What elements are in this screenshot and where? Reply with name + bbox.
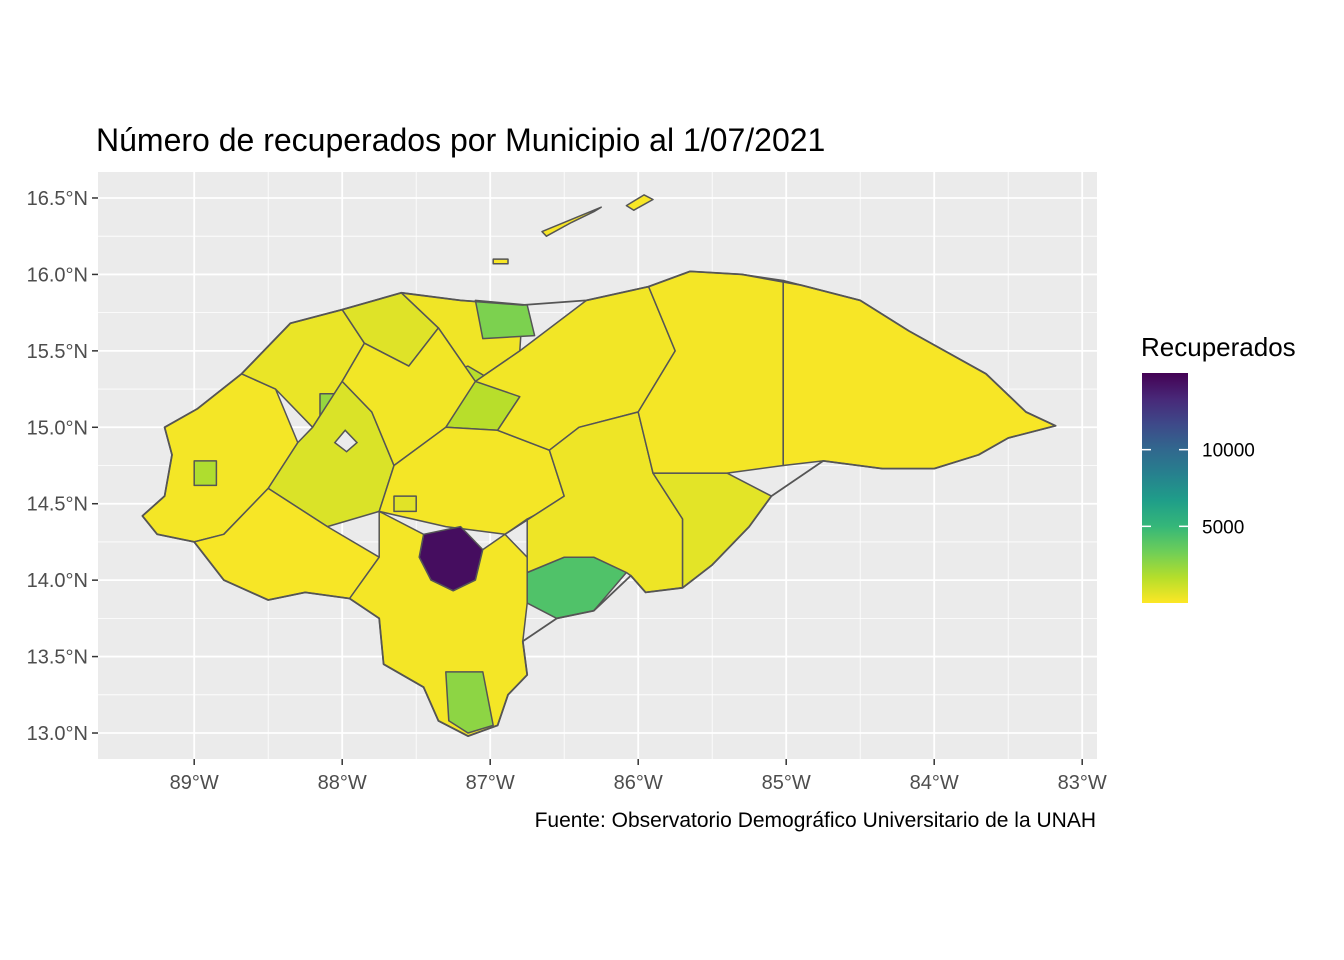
municipality-region xyxy=(393,495,417,513)
legend-colorbar xyxy=(1142,373,1188,603)
x-tick-label: 86°W xyxy=(614,772,663,794)
municipality-regions xyxy=(141,270,1057,737)
y-tick-label: 13.0°N xyxy=(27,723,88,745)
island xyxy=(492,258,509,265)
chart-caption: Fuente: Observatorio Demográfico Univers… xyxy=(534,809,1096,832)
y-tick-label: 13.5°N xyxy=(27,647,88,669)
y-tick-label: 15.0°N xyxy=(27,417,88,439)
island xyxy=(625,194,654,211)
x-tick-label: 85°W xyxy=(762,772,811,794)
bay-islands xyxy=(492,194,654,265)
y-tick-label: 14.0°N xyxy=(27,570,88,592)
municipality-region xyxy=(474,299,536,340)
municipality-region xyxy=(445,671,494,734)
y-tick-label: 14.5°N xyxy=(27,494,88,516)
x-axis-ticks: 89°W 88°W 87°W 86°W 85°W 84°W 83°W xyxy=(170,759,1107,794)
lake-yojoa xyxy=(333,429,359,453)
x-tick-label: 89°W xyxy=(170,772,219,794)
legend-break-label: 10000 xyxy=(1202,441,1255,462)
color-legend: Recuperados 5000 10000 xyxy=(1141,332,1296,603)
country-outline xyxy=(141,270,1057,737)
legend-break-label: 5000 xyxy=(1202,517,1244,538)
y-tick-label: 16.5°N xyxy=(27,188,88,210)
x-tick-label: 87°W xyxy=(466,772,515,794)
y-tick-label: 15.5°N xyxy=(27,341,88,363)
x-tick-label: 84°W xyxy=(910,772,959,794)
y-tick-label: 16.0°N xyxy=(27,264,88,286)
x-tick-label: 83°W xyxy=(1058,772,1107,794)
municipality-region xyxy=(193,460,218,487)
island xyxy=(541,206,602,237)
legend-title: Recuperados xyxy=(1141,332,1296,362)
chart-title: Número de recuperados por Municipio al 1… xyxy=(96,122,826,158)
y-axis-ticks: 13.0°N 13.5°N 14.0°N 14.5°N 15.0°N 15.5°N 16.0… xyxy=(27,188,98,745)
x-tick-label: 88°W xyxy=(318,772,367,794)
